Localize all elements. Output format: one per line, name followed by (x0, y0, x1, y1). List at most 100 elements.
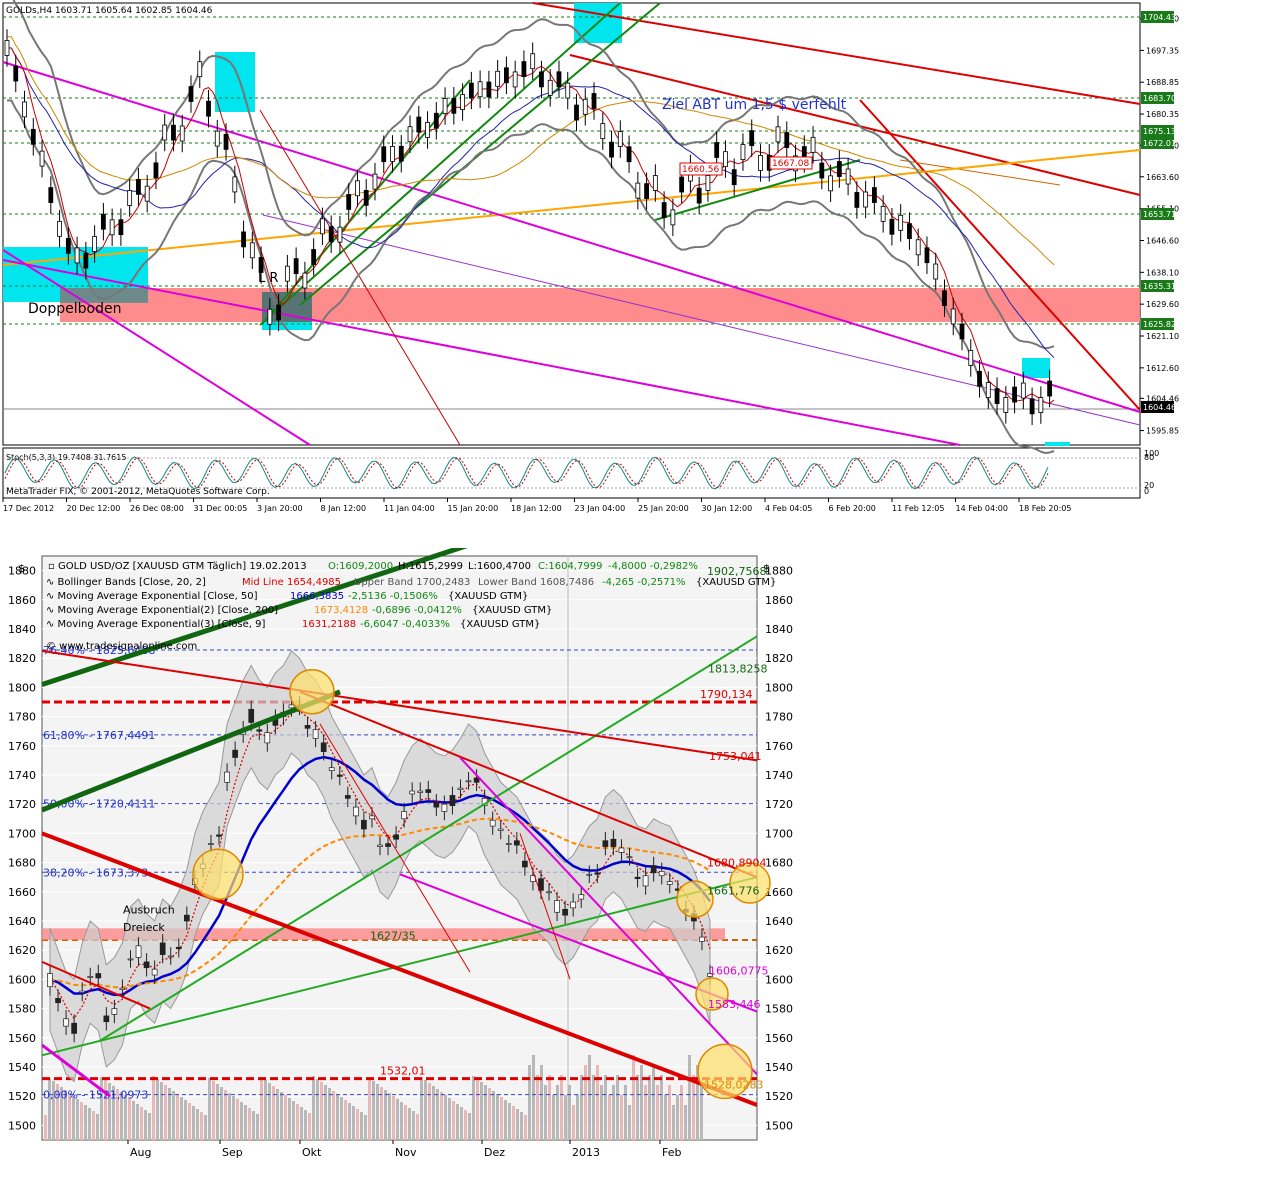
candle-body (355, 180, 360, 197)
ts-volume-bar (548, 1075, 551, 1140)
candle-body (398, 145, 404, 162)
ts-candle-body (699, 936, 705, 942)
ts-candle-body (497, 828, 504, 831)
ts-volume-bar (216, 1084, 219, 1140)
ts-candle-body (385, 843, 391, 847)
time-tick-label: 30 Jan 12:00 (702, 504, 753, 513)
ts-label-top-right: 1902,7568 (707, 565, 767, 578)
ts-volume-bar (568, 1085, 571, 1140)
candle-body (74, 247, 80, 264)
ema-200 (6, 36, 1055, 266)
ts-month-label: Sep (222, 1146, 243, 1159)
ts-legend-gold-change: -4,8000 -0,2982% (608, 561, 698, 572)
cyan-zone-5 (1045, 442, 1070, 446)
ts-right-price-label: 1500 (765, 1119, 793, 1132)
ts-candle-body (135, 945, 142, 958)
ts-volume-bar (152, 1076, 155, 1140)
ts-volume-bar (668, 1085, 671, 1140)
ts-legend-bb-lower: Lower Band 1608,7486 (478, 577, 594, 588)
ts-candle-body (119, 987, 126, 990)
ts-candle-body (95, 973, 102, 979)
ts-label-green1: 1813,8258 (708, 662, 768, 675)
price-level-label: 1625.82 (1143, 320, 1176, 329)
ts-volume-bar (664, 1095, 667, 1140)
ts-candle-body (465, 780, 472, 783)
ts-volume-bar (156, 1079, 159, 1140)
time-tick-label: 11 Feb 12:05 (892, 504, 944, 513)
ts-volume-bar (336, 1094, 339, 1140)
candle-body (600, 123, 606, 140)
candle-body (504, 67, 509, 84)
candle-body (907, 223, 912, 240)
ts-volume-bar (52, 1081, 55, 1140)
ts-volume-bar (608, 1095, 611, 1140)
price-level-label: 1604.46 (1143, 403, 1176, 412)
ts-label-red-dash: 1790,134 (700, 688, 753, 701)
price-level-label: 1683.70 (1143, 94, 1176, 103)
ts-ema-200 (49, 817, 711, 989)
ts-candle-body (610, 838, 617, 847)
ts-volume-bar (516, 1109, 519, 1140)
candle-body (539, 71, 544, 88)
candle-body (1038, 397, 1044, 413)
ts-label-bottom-dash: 1532,01 (380, 1065, 426, 1078)
ts-website-label: © www.tradesignalonline.com (46, 641, 197, 652)
ts-support-zone (42, 928, 725, 940)
metatrader-chart-svg: 1705.801697.351688.851680.351672.001663.… (2, 0, 1179, 513)
ts-volume-bar (328, 1088, 331, 1140)
ts-trend-line (41, 876, 758, 1057)
candle-body (915, 239, 921, 256)
ts-volume-bar (656, 1085, 659, 1140)
ts-volume-bar (304, 1110, 307, 1140)
candle-body (591, 93, 597, 109)
ts-candle-body (546, 891, 552, 894)
ts-volume-bar (220, 1087, 223, 1140)
ts-right-price-label: 1620 (765, 944, 793, 957)
candle-body (530, 53, 536, 70)
candle-body (188, 86, 194, 102)
ts-trend-line (41, 689, 341, 813)
ts-left-price-label: 1580 (8, 1003, 36, 1016)
ts-ema-50 (49, 755, 712, 997)
ts-candle-body (425, 789, 432, 793)
ts-highlight-circle (289, 669, 335, 715)
ts-volume-bar (268, 1083, 271, 1140)
ts-volume-bar (212, 1081, 215, 1140)
ts-trend-line (41, 649, 758, 762)
ts-candle-body (71, 1022, 77, 1034)
ts-volume-bar (528, 1065, 531, 1140)
candle-body (810, 136, 816, 153)
ts-candle-body (538, 878, 544, 891)
ts-left-price-label: 1860 (8, 594, 36, 607)
ts-volume-bar (584, 1065, 587, 1140)
ts-volume-bar (432, 1086, 435, 1140)
candle-body (863, 191, 869, 208)
ts-left-price-label: 1660 (8, 886, 36, 899)
ts-month-label: Aug (130, 1146, 151, 1159)
candle-body (460, 94, 465, 110)
ts-label-zone: 1627/35 (370, 930, 416, 943)
ts-legend-ema9-source: {XAUUSD GTM} (460, 619, 540, 630)
ts-left-price-label: 1720 (8, 798, 36, 811)
candle-body (57, 220, 62, 237)
ts-volume-bar (660, 1075, 663, 1140)
candle-body (854, 192, 860, 208)
ts-month-label: Nov (395, 1146, 417, 1159)
ts-candle-body (55, 998, 61, 1004)
ts-volume-bar (416, 1114, 419, 1140)
ts-volume-bar (296, 1104, 299, 1140)
ts-left-price-label: 1880 (8, 565, 36, 578)
ts-volume-bar (644, 1085, 647, 1140)
ts-candle-body (505, 843, 512, 845)
ts-legend-ema200-value: 1673,4128 (314, 605, 368, 616)
candle-body (556, 71, 562, 88)
ts-volume-bar (144, 1110, 147, 1140)
ts-legend-bb-name: ∿ Bollinger Bands [Close, 20, 2] (46, 577, 206, 588)
candle-body (609, 141, 614, 158)
ts-legend-ema9-value: 1631,2188 (302, 619, 356, 630)
ts-candle-body (304, 725, 311, 729)
ts-candle-body (353, 806, 359, 817)
candle-body (284, 265, 290, 282)
box-label-2: 1667.08 (772, 159, 809, 169)
ts-legend-bb-source: {XAUUSD GTM} (696, 577, 776, 588)
